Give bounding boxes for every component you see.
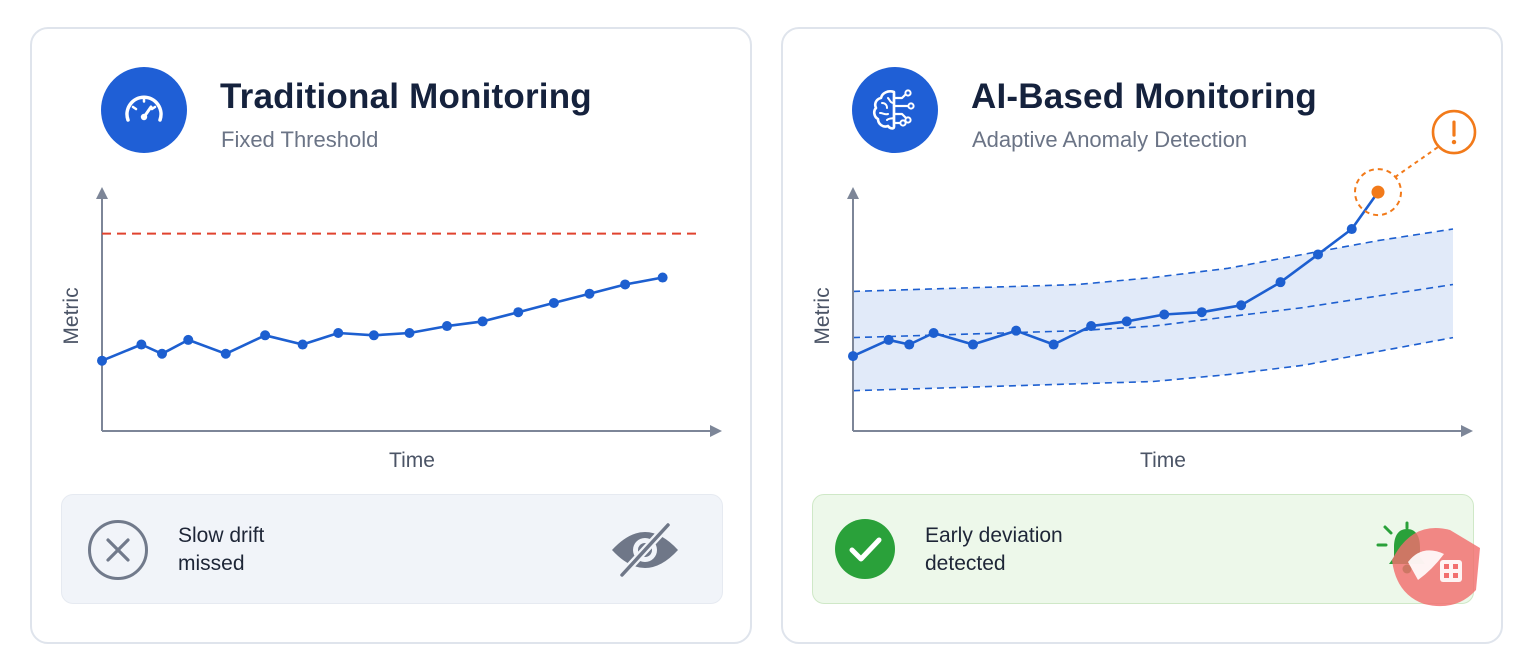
corner-logo-icon	[1392, 528, 1480, 607]
data-point	[97, 355, 107, 366]
anomaly-point	[1371, 185, 1385, 199]
data-point	[368, 330, 379, 341]
data-point	[220, 348, 231, 359]
status-box-missed: Slow drift missed	[61, 494, 723, 604]
data-point	[183, 334, 194, 345]
data-point	[968, 339, 978, 350]
data-point	[584, 288, 595, 299]
anomaly-connector	[1394, 146, 1439, 178]
panel-subtitle: Adaptive Anomaly Detection	[972, 127, 1248, 152]
data-point	[1346, 224, 1357, 235]
x-axis-arrow	[1461, 425, 1473, 437]
data-point	[1048, 339, 1059, 350]
data-point	[657, 272, 668, 283]
status-box-detected: Early deviation detected	[812, 494, 1474, 604]
data-point	[1196, 307, 1207, 318]
traditional-chart: Time Metric	[60, 187, 722, 472]
data-point	[477, 316, 488, 327]
confidence-band	[853, 229, 1453, 391]
data-point	[513, 307, 524, 318]
y-axis-arrow	[847, 187, 859, 199]
data-point	[904, 339, 915, 350]
data-point	[1121, 316, 1132, 327]
panel-title: AI-Based Monitoring	[971, 77, 1318, 116]
band-lower-line	[852, 336, 1454, 392]
series-line	[101, 276, 663, 362]
x-axis-label: Time	[1140, 449, 1186, 472]
y-axis-label: Metric	[60, 287, 83, 344]
data-point	[1086, 321, 1097, 332]
x-axis-label: Time	[389, 449, 435, 472]
data-point	[404, 327, 415, 338]
eye-slash-icon	[612, 521, 678, 579]
ai-monitoring-card: AI-Based Monitoring Adaptive Anomaly Det…	[781, 27, 1503, 644]
y-axis-arrow	[96, 187, 108, 199]
x-axis-arrow	[710, 425, 722, 437]
data-point	[1236, 300, 1247, 311]
data-point	[848, 351, 858, 362]
ai-brain-badge	[852, 67, 938, 153]
data-point	[548, 297, 559, 308]
data-point	[1011, 325, 1022, 336]
status-text: Slow drift missed	[178, 524, 265, 575]
panel-subtitle: Fixed Threshold	[221, 127, 379, 152]
data-point	[333, 327, 344, 338]
data-point	[260, 330, 271, 341]
data-point	[297, 339, 308, 350]
data-point	[620, 279, 631, 290]
status-text: Early deviation detected	[925, 524, 1063, 575]
data-point	[883, 334, 894, 345]
band-center-line	[852, 283, 1454, 339]
panel-title: Traditional Monitoring	[220, 77, 592, 116]
ai-chart: Time Metric	[811, 109, 1477, 472]
data-point	[157, 348, 167, 359]
y-axis-label: Metric	[811, 287, 834, 344]
data-point	[928, 327, 939, 338]
series-line	[852, 191, 1380, 358]
ai-brain-icon	[872, 89, 915, 130]
traditional-monitoring-card: Traditional Monitoring Fixed Threshold T…	[30, 27, 752, 644]
data-point	[1159, 309, 1170, 320]
x-circle-icon	[88, 520, 148, 580]
warning-icon-dot	[1451, 139, 1457, 145]
data-point	[1275, 277, 1286, 288]
anomaly-highlight-ring	[1354, 168, 1402, 217]
check-circle-icon	[835, 519, 895, 579]
data-point	[136, 339, 147, 350]
data-point	[1313, 249, 1323, 260]
band-upper-line	[852, 228, 1454, 293]
data-point	[442, 321, 452, 332]
speedometer-icon	[125, 95, 163, 122]
speedometer-badge	[101, 67, 187, 153]
